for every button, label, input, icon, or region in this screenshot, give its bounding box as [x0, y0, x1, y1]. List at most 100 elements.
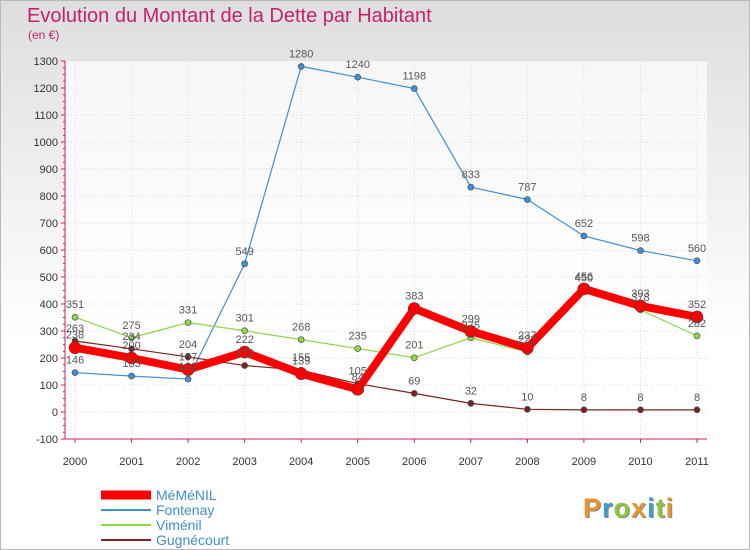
data-label: 652	[575, 218, 593, 230]
x-tick-label: 2003	[232, 456, 256, 468]
data-point	[181, 363, 195, 376]
data-label: 157	[179, 352, 197, 364]
x-tick-label: 2006	[402, 456, 426, 468]
data-point	[634, 299, 647, 313]
data-label: 331	[179, 305, 197, 317]
x-tick-label: 2002	[176, 456, 200, 468]
legend-label: Gugnécourt	[156, 532, 229, 548]
logo-letter: P	[583, 493, 603, 523]
data-point	[184, 375, 192, 383]
data-point	[184, 319, 192, 326]
data-label: 10	[521, 391, 533, 403]
data-label: 172	[235, 348, 253, 360]
series-line	[74, 65, 698, 380]
x-tick-label: 2005	[345, 456, 369, 468]
data-label: 8	[694, 392, 700, 404]
y-tick-label: 0	[52, 407, 58, 419]
data-point	[241, 362, 248, 369]
data-point	[297, 63, 305, 70]
series-line	[74, 340, 697, 411]
data-point	[71, 313, 79, 321]
x-tick-label: 2007	[459, 456, 483, 468]
data-point	[128, 372, 135, 380]
data-point	[467, 183, 475, 191]
data-label: 32	[465, 385, 477, 397]
y-tick-label: 200	[40, 353, 58, 365]
data-point	[354, 73, 362, 81]
data-label: 222	[518, 334, 536, 346]
data-point	[351, 383, 365, 396]
y-tick-label: 400	[40, 299, 58, 311]
data-point	[241, 260, 248, 268]
y-tick-label: 800	[40, 191, 58, 203]
data-point	[580, 406, 588, 414]
data-label: 598	[631, 233, 649, 245]
x-tick-label: 2010	[628, 456, 652, 468]
data-label: 560	[688, 243, 706, 255]
data-point	[693, 257, 701, 265]
data-label: 8	[581, 392, 587, 404]
y-tick-label: 100	[40, 380, 58, 392]
data-point	[354, 345, 362, 352]
data-point	[297, 336, 305, 343]
data-point	[637, 406, 644, 414]
data-point	[238, 345, 251, 359]
logo-letter: i	[647, 493, 656, 523]
data-label: 275	[462, 320, 480, 332]
data-point	[580, 232, 588, 240]
data-label: 299	[462, 313, 480, 325]
data-point	[577, 282, 591, 296]
data-label: 263	[66, 323, 84, 335]
data-label: 549	[235, 246, 253, 258]
data-label: 456	[575, 271, 593, 283]
x-tick-label: 2004	[289, 456, 313, 468]
data-label: 237	[518, 330, 536, 342]
data-point	[71, 369, 79, 376]
data-point	[690, 310, 704, 324]
data-label: 1280	[289, 48, 313, 60]
y-tick-label: 900	[40, 164, 58, 176]
data-label: 383	[405, 291, 423, 303]
x-tick-label: 2011	[685, 456, 709, 468]
data-label: 393	[631, 288, 649, 300]
data-label: 105	[349, 366, 367, 378]
data-label: 1198	[402, 71, 426, 83]
data-label: 301	[235, 313, 253, 325]
data-label: 201	[405, 340, 423, 352]
data-point	[407, 302, 421, 315]
data-label: 1240	[345, 59, 369, 71]
data-label: 84	[352, 371, 364, 383]
y-tick-label: 700	[40, 218, 58, 230]
y-tick-label: 1300	[34, 56, 58, 68]
chart-title: Evolution du Montant de la Dette par Hab…	[27, 5, 432, 27]
data-point	[410, 390, 418, 397]
data-point	[410, 85, 418, 92]
data-label: 69	[408, 375, 420, 387]
data-label: 275	[122, 320, 140, 332]
data-label: 234	[122, 331, 140, 343]
data-label: 235	[349, 331, 367, 343]
y-tick-label: 500	[40, 272, 58, 284]
data-point	[524, 405, 531, 413]
logo-letter: o	[613, 493, 632, 523]
logo-letter: t	[655, 493, 666, 523]
data-point	[637, 247, 644, 254]
x-tick-label: 2001	[119, 456, 143, 468]
data-point	[464, 324, 478, 338]
data-point	[68, 341, 82, 355]
data-label: 200	[122, 340, 140, 352]
x-tick-label: 2000	[63, 456, 87, 468]
data-label: 155	[292, 352, 310, 364]
series-line	[74, 284, 698, 394]
x-tick-label: 2008	[515, 456, 539, 468]
data-label: 146	[66, 355, 84, 367]
data-label: 204	[179, 339, 197, 351]
data-point	[524, 196, 531, 203]
data-label: 787	[518, 182, 536, 194]
data-label: 222	[235, 334, 253, 346]
y-tick-label: 300	[40, 326, 58, 338]
logo-letter: r	[602, 493, 614, 523]
data-label: 238	[66, 330, 84, 342]
data-point	[410, 354, 418, 362]
